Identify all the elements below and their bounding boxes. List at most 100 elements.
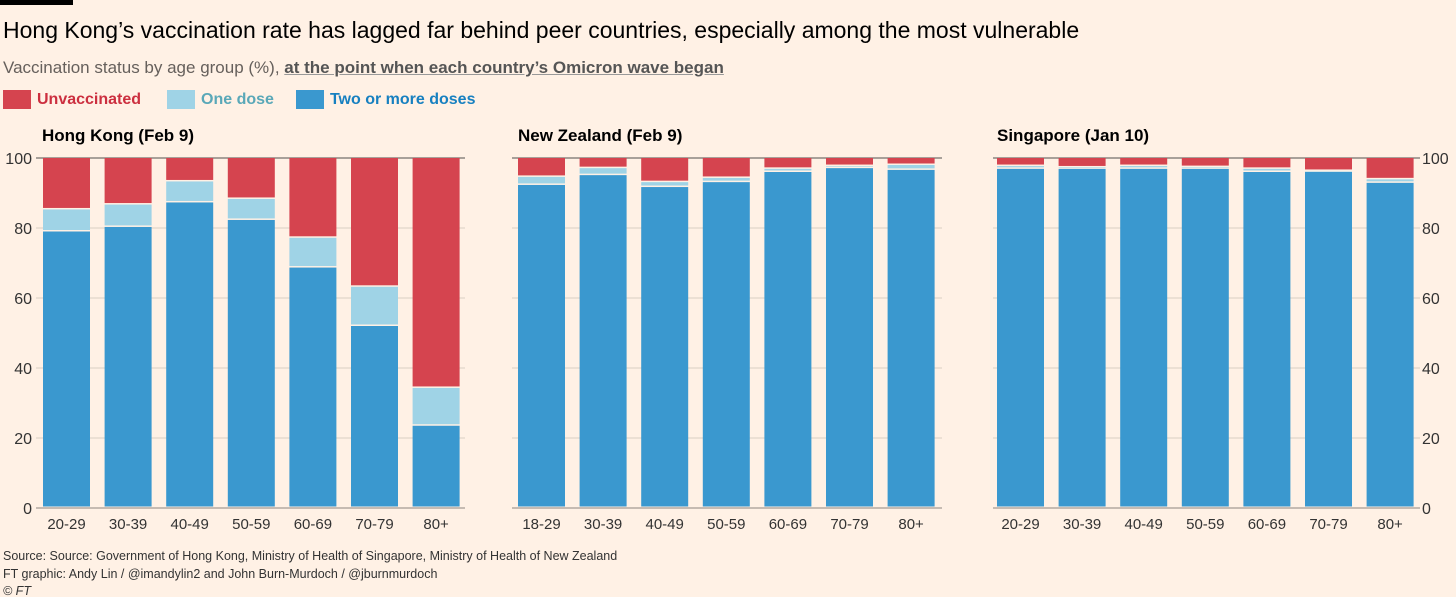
x-tick-label: 18-29 — [522, 516, 560, 533]
x-tick-label: 80+ — [423, 516, 449, 533]
panel-title-singapore: Singapore (Jan 10) — [997, 126, 1150, 145]
bar-segment-unvaccinated — [1243, 158, 1291, 168]
bar-segment-two-or-more-doses — [43, 231, 90, 507]
y-tick-label: 60 — [1422, 291, 1440, 308]
bar-segment-two-or-more-doses — [1120, 168, 1168, 507]
bar-segment-two-or-more-doses — [412, 425, 460, 507]
bar-segment-one-dose — [887, 165, 935, 169]
footer-source: Source: Source: Government of Hong Kong,… — [3, 549, 618, 563]
bar-segment-unvaccinated — [412, 158, 460, 387]
bar-segment-two-or-more-doses — [887, 169, 935, 507]
bar-segment-unvaccinated — [579, 158, 627, 167]
bar-segment-one-dose — [1243, 168, 1291, 171]
bar-segment-unvaccinated — [997, 158, 1044, 165]
panel-title-new-zealand: New Zealand (Feb 9) — [518, 126, 683, 145]
legend-swatch — [295, 90, 324, 109]
x-tick-label: 20-29 — [47, 516, 85, 533]
bar-segment-one-dose — [826, 166, 873, 167]
footer-credit: FT graphic: Andy Lin / @imandylin2 and J… — [3, 567, 438, 581]
bar-segment-unvaccinated — [227, 158, 275, 198]
bar-segment-unvaccinated — [826, 158, 873, 165]
y-tick-label: 0 — [1422, 501, 1431, 518]
subtitle-text: Vaccination status by age group (%), — [3, 58, 285, 77]
legend-label: Two or more doses — [329, 90, 476, 108]
bar-segment-one-dose — [104, 204, 152, 226]
bar-segment-two-or-more-doses — [227, 219, 275, 507]
legend-swatch — [167, 90, 196, 109]
subtitle-link[interactable]: at the point when each country’s Omicron… — [284, 58, 724, 77]
bar-segment-unvaccinated — [518, 158, 565, 176]
x-tick-label: 70-79 — [830, 516, 868, 533]
y-tick-label: 40 — [1422, 361, 1440, 378]
bar-segment-two-or-more-doses — [1243, 172, 1291, 507]
bar-segment-unvaccinated — [166, 158, 214, 180]
legend-two-doses: Two or more doses — [295, 90, 476, 109]
legend-one-dose: One dose — [167, 90, 274, 109]
bar-segment-one-dose — [289, 237, 337, 267]
bar-segment-one-dose — [518, 176, 565, 184]
bar-segment-two-or-more-doses — [351, 326, 398, 507]
x-tick-label: 30-39 — [1063, 516, 1101, 533]
bar-segment-two-or-more-doses — [1181, 168, 1229, 507]
chart-title: Hong Kong’s vaccination rate has lagged … — [3, 17, 1080, 43]
bar-segment-one-dose — [227, 198, 275, 219]
bar-segment-unvaccinated — [351, 158, 398, 286]
bar-segment-unvaccinated — [104, 158, 152, 204]
x-tick-label: 80+ — [898, 516, 924, 533]
x-tick-label: 40-49 — [171, 516, 209, 533]
y-tick-label: 80 — [14, 221, 32, 238]
x-tick-label: 20-29 — [1001, 516, 1039, 533]
bar-segment-one-dose — [1181, 167, 1229, 168]
legend-swatch — [3, 90, 31, 109]
bar-segment-unvaccinated — [887, 158, 935, 164]
bar-segment-two-or-more-doses — [579, 175, 627, 507]
x-tick-label: 40-49 — [646, 516, 684, 533]
bar-segment-unvaccinated — [641, 158, 689, 181]
y-tick-label: 80 — [1422, 221, 1440, 238]
bar-segment-two-or-more-doses — [518, 184, 565, 507]
bar-segment-one-dose — [1366, 179, 1414, 182]
bar-segment-unvaccinated — [1366, 158, 1414, 178]
bar-segment-two-or-more-doses — [1305, 172, 1352, 507]
x-tick-label: 60-69 — [294, 516, 332, 533]
y-tick-label: 100 — [5, 151, 32, 168]
y-tick-label: 20 — [1422, 431, 1440, 448]
bar-segment-unvaccinated — [1305, 158, 1352, 170]
ft-top-bar — [0, 0, 73, 5]
bar-segment-unvaccinated — [1058, 158, 1106, 166]
bar-segment-one-dose — [702, 177, 750, 181]
legend-label: One dose — [201, 90, 274, 108]
bar-segment-one-dose — [351, 286, 398, 325]
y-tick-label: 60 — [14, 291, 32, 308]
bar-segment-two-or-more-doses — [104, 226, 152, 507]
bar-segment-two-or-more-doses — [641, 187, 689, 507]
x-tick-label: 60-69 — [769, 516, 807, 533]
x-tick-label: 80+ — [1377, 516, 1403, 533]
bar-segment-two-or-more-doses — [826, 168, 873, 507]
bar-segment-two-or-more-doses — [997, 168, 1044, 507]
bar-segment-one-dose — [1058, 167, 1106, 168]
x-tick-label: 70-79 — [355, 516, 393, 533]
bar-segment-one-dose — [412, 387, 460, 425]
bar-segment-unvaccinated — [43, 158, 90, 208]
bar-segment-two-or-more-doses — [1058, 168, 1106, 507]
x-tick-label: 30-39 — [109, 516, 147, 533]
bar-segment-two-or-more-doses — [764, 172, 812, 507]
chart-subtitle: Vaccination status by age group (%), at … — [3, 58, 724, 78]
x-tick-label: 50-59 — [1186, 516, 1224, 533]
bar-segment-one-dose — [1305, 170, 1352, 172]
footer-copyright: © FT — [3, 584, 31, 597]
bar-segment-unvaccinated — [764, 158, 812, 168]
legend-unvaccinated: Unvaccinated — [3, 90, 141, 109]
y-tick-label: 20 — [14, 431, 32, 448]
x-tick-label: 70-79 — [1309, 516, 1347, 533]
bar-segment-unvaccinated — [1181, 158, 1229, 166]
bar-segment-unvaccinated — [1120, 158, 1168, 165]
x-tick-label: 30-39 — [584, 516, 622, 533]
bar-segment-unvaccinated — [289, 158, 337, 237]
bar-segment-one-dose — [1120, 166, 1168, 168]
y-tick-label: 0 — [23, 501, 32, 518]
legend: Unvaccinated One dose Two or more doses — [3, 90, 475, 109]
